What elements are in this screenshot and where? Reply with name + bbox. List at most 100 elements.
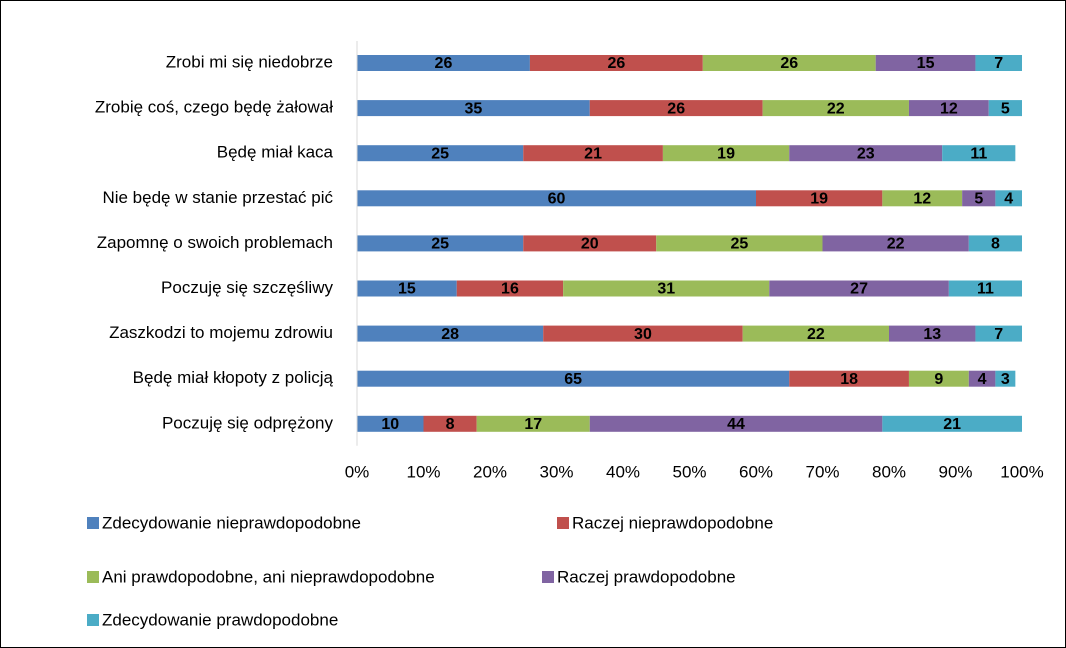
bar-segment (995, 370, 1016, 387)
data-label: 16 (501, 281, 519, 298)
bar-segment (357, 370, 790, 387)
data-label: 22 (827, 100, 845, 117)
bar-segment (789, 145, 943, 162)
x-tick-label: 80% (872, 462, 906, 481)
x-tick-label: 100% (1000, 462, 1043, 481)
legend-swatch (542, 571, 554, 583)
data-label: 15 (917, 55, 935, 72)
x-tick-label: 60% (739, 462, 773, 481)
bar-segment (543, 325, 743, 342)
bar-segment (889, 325, 976, 342)
bar-segment (875, 55, 976, 71)
bar-segment (908, 370, 969, 387)
data-label: 21 (584, 145, 602, 162)
data-label: 4 (1004, 191, 1013, 208)
data-label: 23 (857, 145, 875, 162)
bar-segment (357, 145, 524, 162)
data-label: 27 (850, 281, 868, 298)
data-label: 12 (940, 100, 958, 117)
y-tick-label: Zapomnę o swoich problemach (97, 233, 333, 252)
data-label: 11 (970, 145, 987, 162)
y-tick-label: Poczuję się odprężony (162, 413, 334, 432)
bar-segment (357, 415, 424, 432)
y-tick-label: Zrobię coś, czego będę żałował (95, 98, 333, 117)
data-label: 30 (634, 326, 652, 343)
bar-segment (882, 415, 1022, 432)
bar-segment (357, 100, 590, 117)
data-label: 12 (913, 191, 931, 208)
data-label: 20 (581, 236, 599, 253)
data-label: 17 (524, 416, 542, 433)
data-label: 18 (840, 371, 858, 388)
data-label: 21 (943, 416, 961, 433)
y-tick-label: Zaszkodzi to mojemu zdrowiu (109, 323, 333, 342)
data-label: 28 (441, 326, 459, 343)
data-label: 9 (934, 371, 943, 388)
x-tick-label: 70% (805, 462, 839, 481)
x-tick-label: 90% (938, 462, 972, 481)
bar-segment (476, 415, 590, 432)
bar-segment (742, 325, 889, 342)
bar-segment (762, 100, 909, 117)
bar-segment (423, 415, 477, 432)
legend-label: Ani prawdopodobne, ani nieprawdopodobne (102, 567, 435, 586)
legend-swatch (87, 571, 99, 583)
data-label: 8 (446, 416, 455, 433)
data-label: 26 (780, 55, 798, 72)
bar-segment (948, 280, 1022, 297)
data-label: 22 (887, 236, 905, 253)
x-tick-label: 10% (406, 462, 440, 481)
bar-segment (357, 280, 457, 297)
data-label: 25 (730, 236, 748, 253)
bar-segment (789, 370, 909, 387)
legend-swatch (87, 517, 99, 529)
bar-segment (529, 55, 703, 71)
legend-label: Raczej nieprawdopodobne (572, 513, 773, 532)
y-tick-label: Będę miał kłopoty z policją (133, 368, 334, 387)
y-tick-label: Zrobi mi się niedobrze (166, 52, 333, 71)
bar-segment (756, 190, 883, 207)
data-label: 7 (994, 55, 1003, 72)
bar-segment (769, 280, 949, 297)
legend-label: Zdecydowanie nieprawdopodobne (102, 513, 361, 532)
bar-segment (357, 55, 530, 71)
data-label: 15 (398, 281, 416, 298)
data-label: 26 (667, 100, 685, 117)
bar-segment (357, 190, 756, 207)
legend-swatch (87, 614, 99, 626)
data-label: 19 (810, 191, 828, 208)
legend-label: Zdecydowanie prawdopodobne (102, 610, 338, 629)
data-label: 22 (807, 326, 825, 343)
data-label: 10 (381, 416, 399, 433)
data-label: 3 (1001, 371, 1010, 388)
data-label: 31 (657, 281, 675, 298)
data-label: 44 (727, 416, 745, 433)
data-label: 65 (564, 371, 582, 388)
data-label: 4 (978, 371, 987, 388)
x-tick-label: 50% (672, 462, 706, 481)
legend-swatch (557, 517, 569, 529)
data-label: 13 (923, 326, 941, 343)
data-label: 26 (435, 55, 453, 72)
bar-segment (456, 280, 564, 297)
bar-segment (357, 325, 544, 342)
bar-segment (988, 100, 1022, 117)
bar-segment (523, 145, 663, 162)
bar-segment (975, 55, 1022, 71)
x-tick-label: 20% (473, 462, 507, 481)
data-label: 60 (548, 191, 566, 208)
data-label: 25 (431, 145, 449, 162)
bar-segment (995, 190, 1022, 207)
bar-segment (962, 190, 996, 207)
data-label: 5 (1001, 100, 1010, 117)
bar-segment (357, 235, 524, 252)
data-label: 5 (974, 191, 983, 208)
bar-segment (563, 280, 770, 297)
x-tick-label: 40% (606, 462, 640, 481)
x-tick-label: 0% (345, 462, 370, 481)
bar-segment (656, 235, 823, 252)
bar-segment (908, 100, 989, 117)
bar-segment (589, 415, 883, 432)
bar-segment (822, 235, 969, 252)
